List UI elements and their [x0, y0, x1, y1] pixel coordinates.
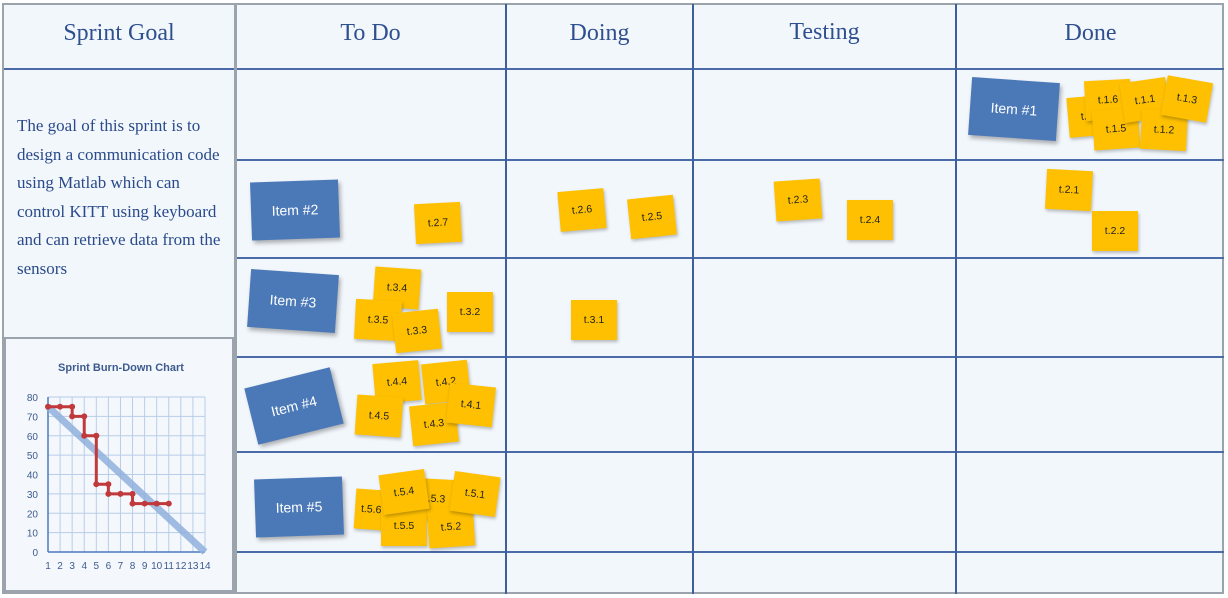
task-note[interactable]: t.1.3	[1160, 75, 1214, 123]
actual-data-point	[69, 413, 76, 420]
row-divider	[236, 551, 1224, 553]
x-tick-label: 5	[94, 561, 100, 572]
header-done: Done	[1064, 20, 1117, 46]
x-tick-label: 4	[81, 561, 87, 572]
x-tick-label: 9	[142, 561, 148, 572]
task-note[interactable]: t.5.5	[381, 506, 427, 546]
actual-data-point	[165, 500, 172, 507]
x-tick-label: 8	[130, 561, 136, 572]
task-note[interactable]: t.2.1	[1044, 168, 1094, 212]
y-tick-label: 0	[32, 548, 38, 559]
task-note[interactable]: t.2.4	[847, 200, 893, 240]
col-divider	[234, 4, 237, 594]
burndown-chart-panel	[4, 337, 234, 592]
task-note[interactable]: t.2.6	[557, 188, 607, 232]
y-tick-label: 20	[27, 509, 39, 520]
x-tick-label: 11	[164, 561, 175, 572]
x-tick-label: 6	[106, 561, 112, 572]
actual-data-point	[141, 500, 148, 507]
task-note[interactable]: t.2.3	[773, 178, 823, 222]
row-divider	[4, 68, 1224, 70]
actual-data-point	[105, 490, 112, 497]
item-card[interactable]: Item #3	[247, 269, 339, 333]
task-note[interactable]: t.5.4	[378, 468, 430, 516]
task-note[interactable]: t.5.1	[449, 470, 501, 518]
actual-data-point	[117, 490, 124, 497]
actual-data-point	[93, 432, 100, 439]
actual-data-point	[105, 481, 112, 488]
task-note[interactable]: t.4.5	[354, 394, 404, 438]
actual-data-point	[81, 413, 88, 420]
col-divider	[505, 4, 507, 594]
y-tick-label: 10	[27, 529, 39, 540]
row-divider	[236, 159, 1224, 161]
header-sprint-goal: Sprint Goal	[63, 20, 175, 46]
task-note[interactable]: t.3.1	[571, 300, 617, 340]
col-divider	[955, 4, 957, 594]
actual-data-point	[81, 432, 88, 439]
header-to-do: To Do	[340, 20, 401, 46]
header-doing: Doing	[569, 20, 630, 46]
x-tick-label: 12	[175, 561, 187, 572]
sprint-goal-text: The goal of this sprint is to design a c…	[17, 116, 221, 278]
actual-data-point	[93, 481, 100, 488]
task-note[interactable]: t.4.1	[446, 382, 496, 428]
header-testing: Testing	[789, 19, 860, 45]
row-divider	[236, 257, 1224, 259]
task-note[interactable]: t.3.3	[392, 308, 442, 354]
y-tick-label: 60	[27, 432, 39, 443]
item-card[interactable]: Item #1	[968, 77, 1060, 141]
chart-title: Sprint Burn-Down Chart	[58, 362, 184, 374]
task-note[interactable]: t.3.2	[447, 292, 493, 332]
y-tick-label: 40	[27, 471, 39, 482]
task-note[interactable]: t.2.7	[413, 201, 463, 245]
actual-data-point	[153, 500, 160, 507]
actual-data-point	[129, 490, 136, 497]
item-card[interactable]: Item #2	[250, 179, 340, 241]
x-tick-label: 7	[118, 561, 124, 572]
x-tick-label: 3	[69, 561, 75, 572]
x-tick-label: 1	[45, 561, 51, 572]
actual-data-point	[129, 500, 136, 507]
x-tick-label: 14	[199, 561, 211, 572]
task-note[interactable]: t.2.2	[1092, 211, 1138, 251]
y-tick-label: 70	[27, 412, 39, 423]
y-tick-label: 30	[27, 490, 39, 501]
actual-data-point	[45, 403, 51, 410]
x-tick-label: 2	[57, 561, 63, 572]
task-note[interactable]: t.2.5	[627, 194, 677, 240]
x-tick-label: 10	[151, 561, 163, 572]
ideal-burndown-line	[45, 404, 208, 555]
row-divider	[236, 356, 1224, 358]
col-divider	[692, 4, 694, 594]
actual-data-point	[69, 403, 76, 410]
x-tick-label: 13	[187, 561, 199, 572]
y-tick-label: 50	[27, 451, 39, 462]
actual-burndown-line	[48, 405, 169, 506]
y-tick-label: 80	[27, 393, 39, 404]
row-divider	[236, 451, 1224, 453]
actual-data-point	[57, 403, 64, 410]
item-card[interactable]: Item #5	[254, 476, 344, 538]
